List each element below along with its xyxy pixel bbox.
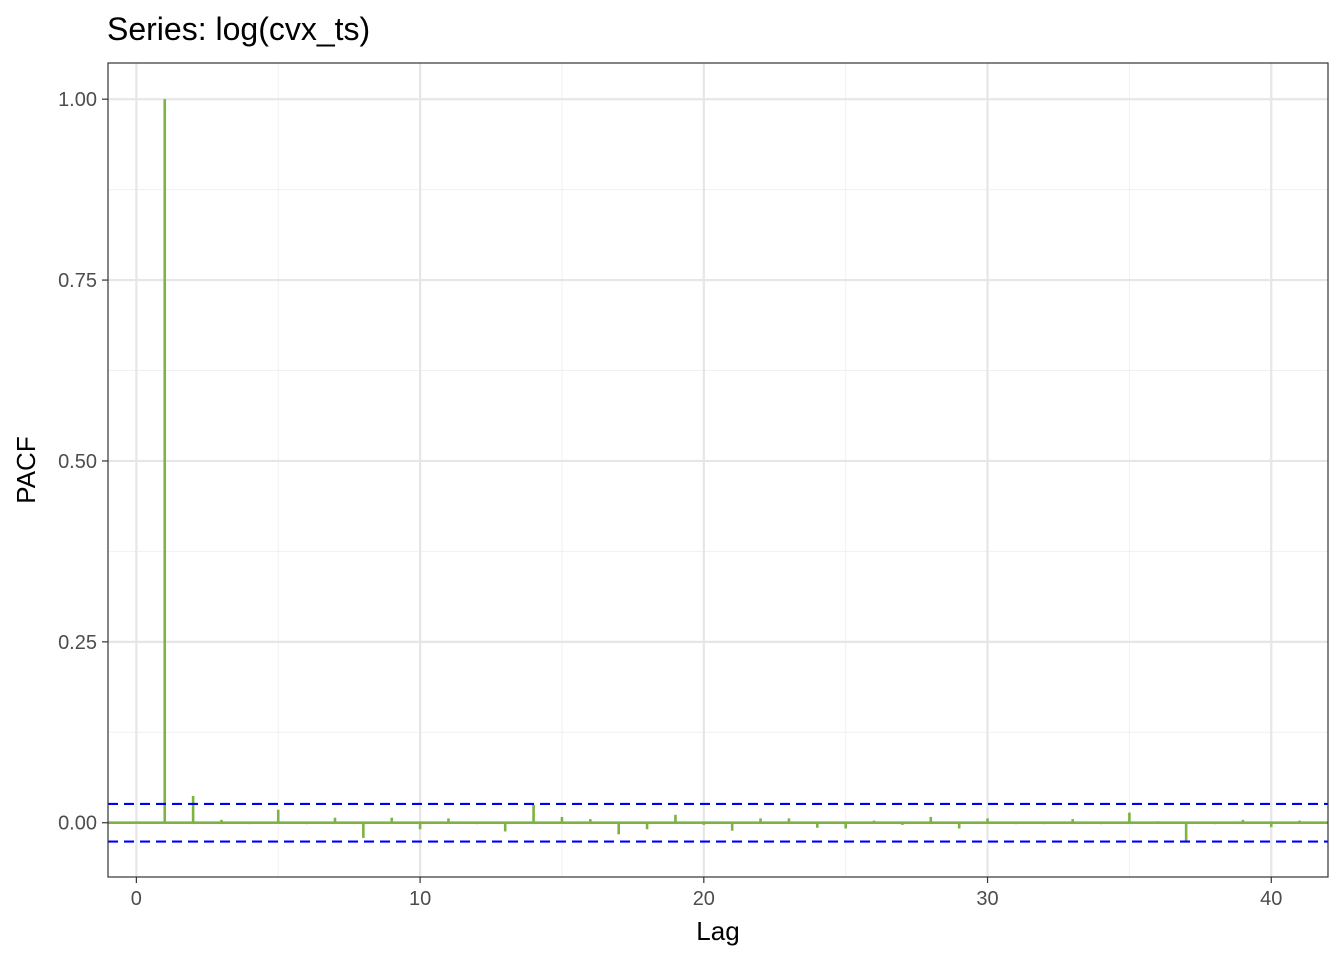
y-tick-label: 0.75 <box>58 270 97 292</box>
y-tick-label: 0.00 <box>58 813 97 835</box>
y-axis-title: PACF <box>11 436 41 503</box>
grid-minor <box>108 63 1328 877</box>
x-axis: 0 10 20 30 40 <box>131 877 1282 910</box>
x-tick-label: 0 <box>131 888 142 910</box>
panel-border <box>107 62 1329 878</box>
confidence-bounds <box>108 802 1328 843</box>
pacf-bars <box>108 99 1328 841</box>
x-tick-label: 30 <box>976 888 998 910</box>
chart-title: Series: log(cvx_ts) <box>107 11 370 47</box>
x-tick-label: 10 <box>409 888 431 910</box>
y-axis: 0.00 0.25 0.50 0.75 1.00 <box>58 89 108 835</box>
x-tick-label: 40 <box>1260 888 1282 910</box>
x-axis-title: Lag <box>696 916 739 946</box>
y-tick-label: 0.50 <box>58 451 97 473</box>
grid-major <box>108 63 1328 877</box>
y-tick-label: 1.00 <box>58 89 97 111</box>
y-tick-label: 0.25 <box>58 632 97 654</box>
x-tick-label: 20 <box>693 888 715 910</box>
